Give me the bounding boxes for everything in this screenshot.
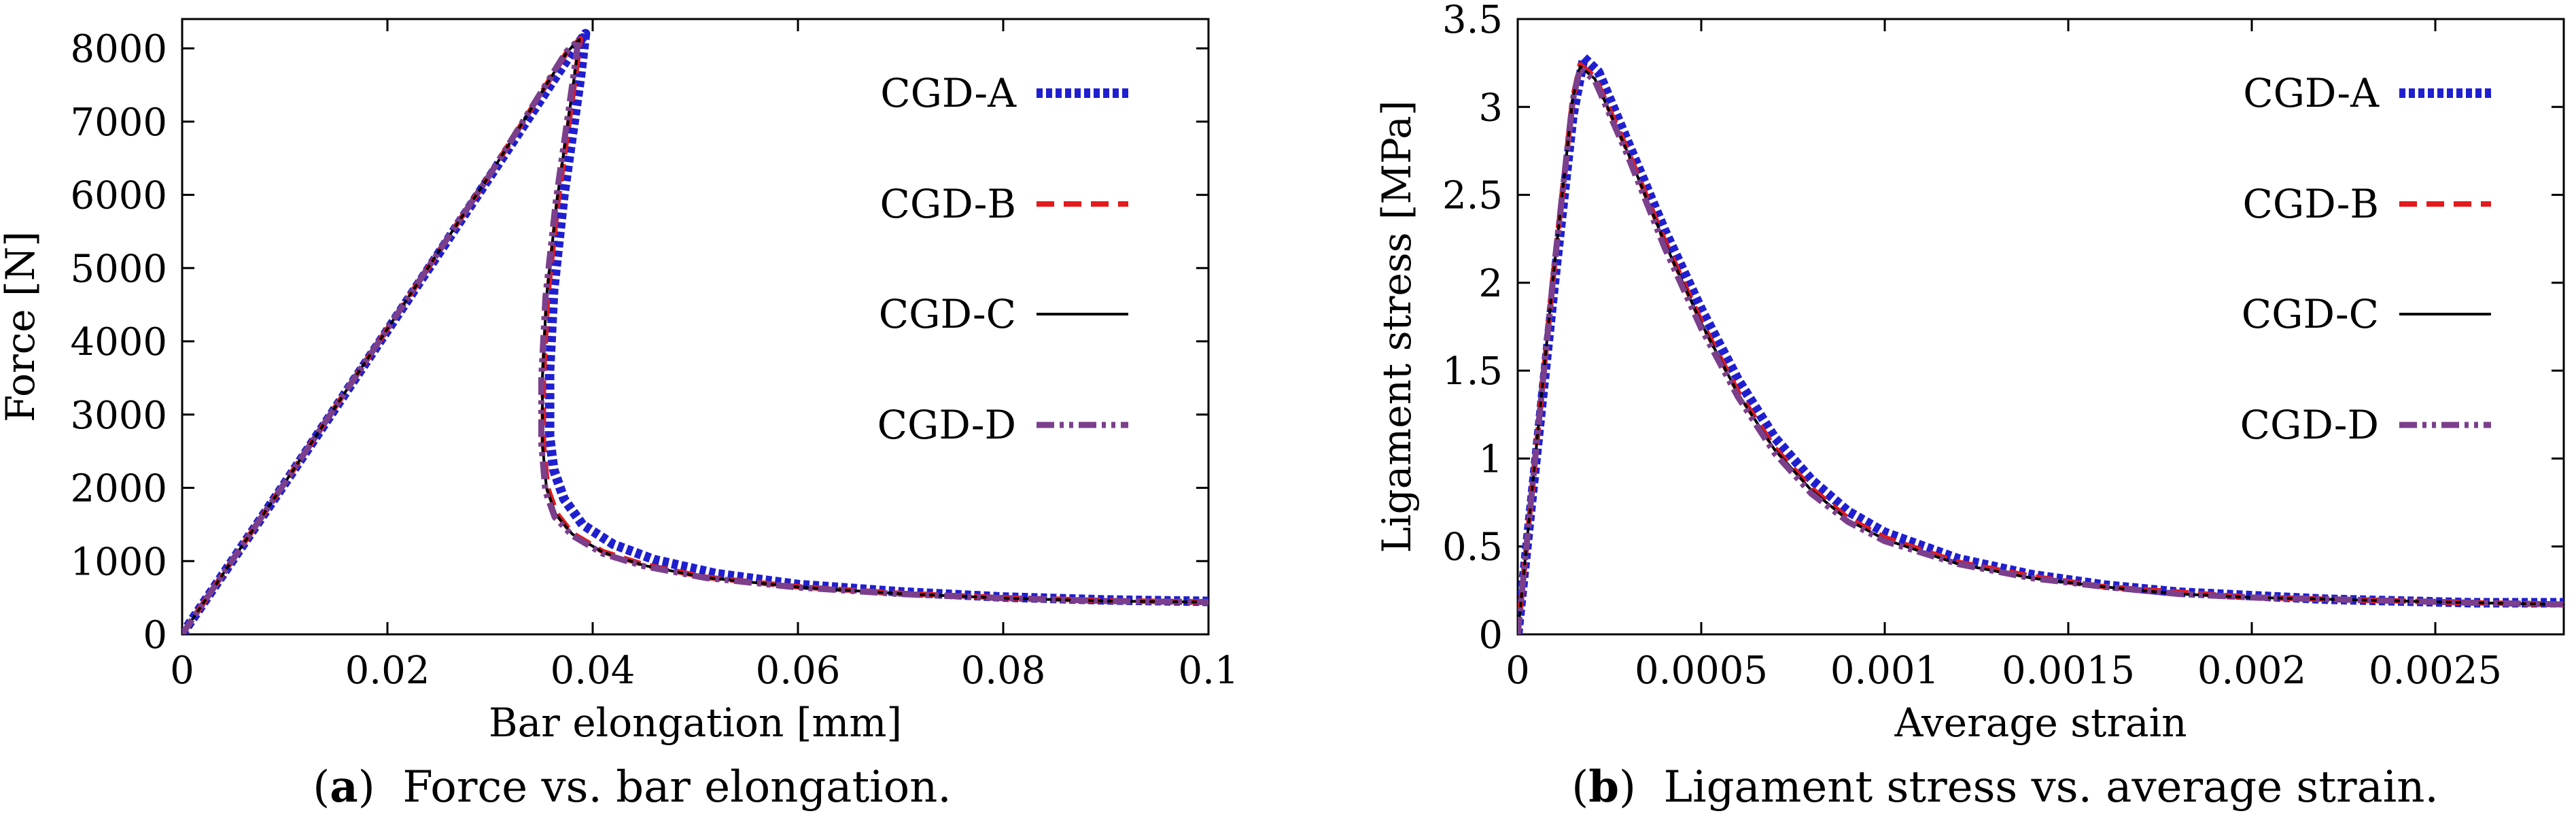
- plot-frame-b: [1516, 18, 2565, 636]
- x-tick-label-a: 0.02: [345, 649, 430, 693]
- x-tick-label-a: 0.08: [961, 649, 1046, 693]
- legend-label-a-cgd-c: CGD-C: [879, 291, 1016, 337]
- legend-label-b-cgd-a: CGD-A: [2243, 70, 2380, 116]
- y-tick-label-a: 5000: [70, 247, 167, 291]
- caption-a: (a) Force vs. bar elongation.: [313, 761, 952, 812]
- series-group-a: [182, 29, 1208, 634]
- x-tick-label-b: 0.002: [2197, 649, 2306, 693]
- caption-b: (b) Ligament stress vs. average strain.: [1571, 761, 2439, 812]
- series-line-b-cgd-d: [1518, 65, 2564, 634]
- y-axis-label-a: Force [N]: [0, 231, 43, 422]
- panel-b: 0 0.0005 0.001 0.0015 0.002 0.0025 0 0.5 1 1.5 2 2.…: [1374, 0, 2565, 746]
- caption-a-label: a: [330, 761, 358, 812]
- plot-frame-a: [181, 18, 1210, 636]
- y-tick-label-a: 4000: [70, 320, 167, 364]
- x-tick-label-a: 0.04: [551, 649, 636, 693]
- series-line-b-cgd-a: [1518, 52, 2564, 634]
- y-tick-label-a: 1000: [70, 540, 167, 584]
- y-tick-label-b: 3.5: [1442, 0, 1503, 42]
- series-line-a-cgd-d: [182, 37, 1208, 634]
- series-group-b: [1518, 52, 2564, 634]
- legend-label-a-cgd-b: CGD-B: [880, 181, 1016, 227]
- legend-label-b-cgd-b: CGD-B: [2242, 181, 2379, 227]
- y-tick-label-a: 3000: [70, 394, 167, 438]
- y-tick-label-b: 1: [1478, 437, 1503, 481]
- legend-label-a-cgd-a: CGD-A: [880, 70, 1017, 116]
- series-line-b-cgd-c: [1518, 65, 2564, 634]
- y-tick-label-b: 3: [1478, 86, 1503, 130]
- legend-label-a-cgd-d: CGD-D: [877, 402, 1016, 448]
- y-tick-label-b: 2: [1478, 262, 1503, 306]
- x-axis-label-a: Bar elongation [mm]: [489, 700, 902, 746]
- caption-b-label: b: [1588, 761, 1619, 812]
- y-tick-label-a: 2000: [70, 467, 167, 511]
- caption-b-text: Ligament stress vs. average strain.: [1663, 762, 2439, 812]
- y-tick-label-a: 6000: [70, 174, 167, 218]
- x-tick-label-a: 0: [170, 649, 194, 693]
- y-tick-label-a: 0: [143, 613, 167, 657]
- y-tick-label-b: 1.5: [1442, 349, 1503, 394]
- series-line-a-cgd-c: [182, 38, 1208, 634]
- y-axis-label-b: Ligament stress [MPa]: [1374, 101, 1420, 553]
- caption-a-text: Force vs. bar elongation.: [402, 762, 952, 812]
- legend-label-b-cgd-d: CGD-D: [2240, 402, 2379, 448]
- y-tick-label-a: 7000: [70, 101, 167, 145]
- x-tick-label-a: 0.1: [1178, 649, 1238, 693]
- x-tick-label-a: 0.06: [756, 649, 841, 693]
- x-tick-label-b: 0.0025: [2369, 649, 2502, 693]
- y-tick-label-b: 0: [1478, 613, 1503, 657]
- x-tick-label-b: 0.0015: [2002, 649, 2135, 693]
- series-line-a-cgd-b: [182, 36, 1208, 634]
- y-tick-label-b: 0.5: [1442, 526, 1503, 570]
- y-tick-label-a: 8000: [70, 27, 167, 71]
- series-line-b-cgd-b: [1518, 62, 2564, 634]
- x-tick-label-b: 0: [1505, 649, 1530, 693]
- y-tick-label-b: 2.5: [1442, 174, 1503, 218]
- x-axis-label-b: Average strain: [1894, 700, 2187, 746]
- legend-label-b-cgd-c: CGD-C: [2242, 291, 2379, 337]
- panel-a: 0 0.02 0.04 0.06 0.08 0.1 0 1000 2000 3000 4000 500…: [0, 18, 1239, 746]
- x-tick-label-b: 0.0005: [1635, 649, 1768, 693]
- x-tick-label-b: 0.001: [1830, 649, 1939, 693]
- series-line-a-cgd-a: [182, 29, 1208, 634]
